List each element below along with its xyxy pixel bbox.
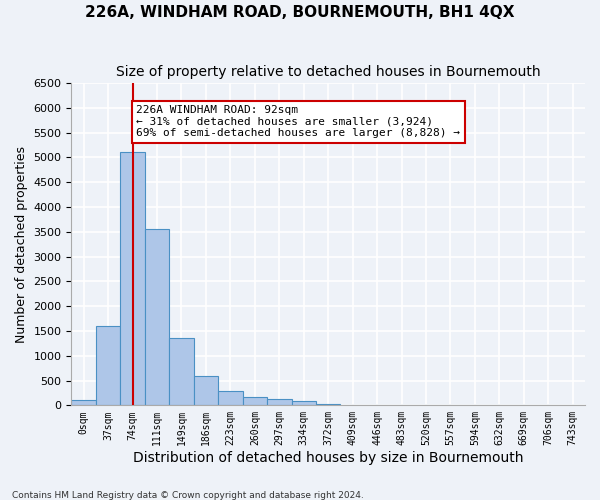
Bar xyxy=(71,400,96,406)
Bar xyxy=(316,404,340,406)
Text: Contains HM Land Registry data © Crown copyright and database right 2024.: Contains HM Land Registry data © Crown c… xyxy=(12,490,364,500)
Bar xyxy=(242,397,267,406)
Text: 226A, WINDHAM ROAD, BOURNEMOUTH, BH1 4QX: 226A, WINDHAM ROAD, BOURNEMOUTH, BH1 4QX xyxy=(85,5,515,20)
Bar xyxy=(194,376,218,406)
Title: Size of property relative to detached houses in Bournemouth: Size of property relative to detached ho… xyxy=(116,65,541,79)
Y-axis label: Number of detached properties: Number of detached properties xyxy=(15,146,28,342)
Bar xyxy=(169,338,194,406)
Bar xyxy=(218,392,242,406)
Bar xyxy=(96,326,121,406)
Bar xyxy=(267,400,292,406)
Text: 226A WINDHAM ROAD: 92sqm
← 31% of detached houses are smaller (3,924)
69% of sem: 226A WINDHAM ROAD: 92sqm ← 31% of detach… xyxy=(136,106,460,138)
X-axis label: Distribution of detached houses by size in Bournemouth: Distribution of detached houses by size … xyxy=(133,451,523,465)
Bar xyxy=(292,402,316,406)
Bar xyxy=(121,152,145,406)
Bar xyxy=(145,230,169,406)
